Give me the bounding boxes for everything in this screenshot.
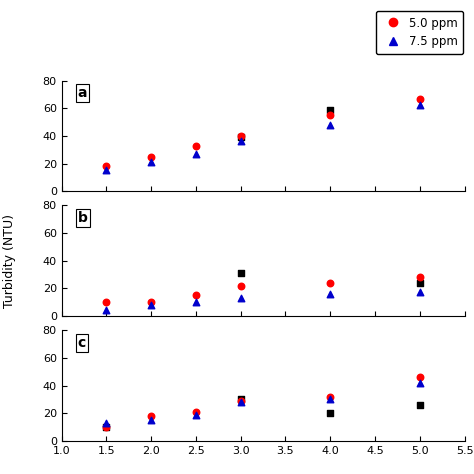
Point [102,167,110,174]
Text: b: b [78,211,88,225]
Point [102,163,110,170]
Point [237,294,245,302]
Point [416,102,424,109]
Point [327,279,334,287]
Point [147,416,155,424]
Point [237,134,245,141]
Text: Turbidity (NTU): Turbidity (NTU) [3,214,16,308]
Point [237,282,245,289]
Point [147,301,155,309]
Point [192,142,200,149]
Point [416,374,424,381]
Point [102,423,110,431]
Point [327,410,334,417]
Point [147,153,155,160]
Point [416,379,424,387]
Point [416,279,424,287]
Point [327,111,334,119]
Point [192,408,200,416]
Point [237,132,245,140]
Point [147,158,155,166]
Point [237,269,245,277]
Point [102,307,110,314]
Point [416,95,424,102]
Point [327,393,334,401]
Point [192,411,200,419]
Legend: 5.0 ppm, 7.5 ppm: 5.0 ppm, 7.5 ppm [375,10,464,55]
Point [102,419,110,427]
Text: c: c [78,336,86,350]
Point [416,273,424,281]
Point [327,290,334,298]
Point [327,106,334,113]
Point [237,398,245,406]
Point [192,299,200,306]
Point [147,412,155,420]
Point [416,289,424,296]
Point [102,299,110,306]
Point [102,423,110,431]
Point [192,150,200,158]
Point [237,397,245,404]
Point [327,121,334,128]
Point [237,137,245,145]
Point [416,401,424,409]
Point [192,292,200,299]
Point [147,299,155,306]
Point [237,395,245,403]
Text: a: a [78,86,87,100]
Point [327,395,334,403]
